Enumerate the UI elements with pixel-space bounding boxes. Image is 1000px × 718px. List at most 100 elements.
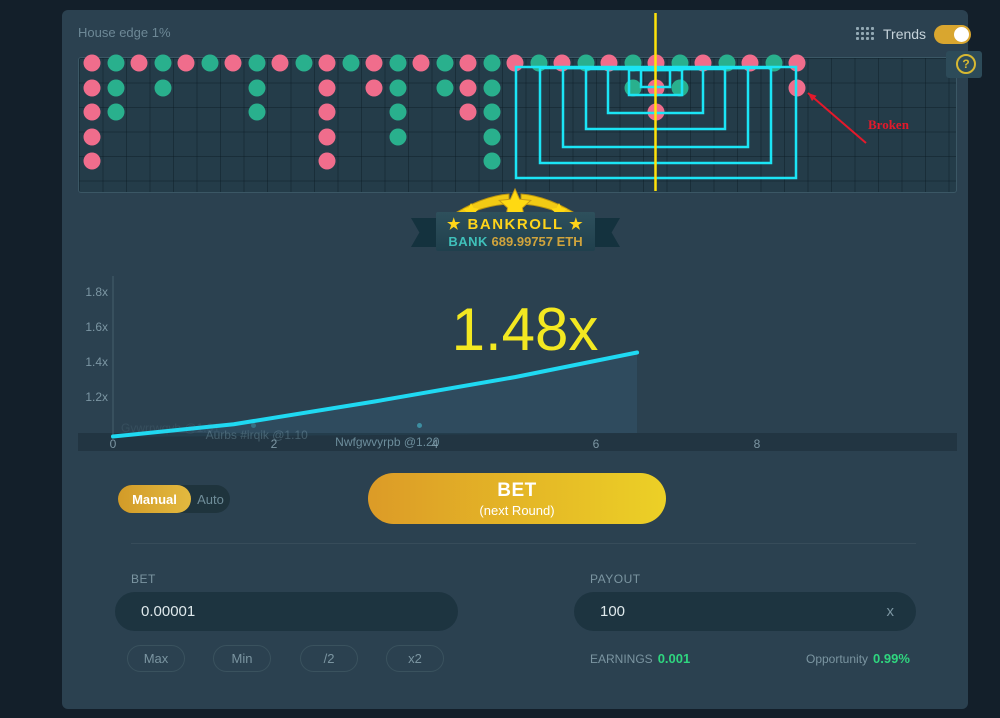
- trend-dot-pink: [83, 103, 101, 121]
- trend-dot-pink: [224, 54, 242, 72]
- trend-dot-green: [389, 128, 406, 145]
- trend-dot-green: [483, 54, 500, 72]
- payout-field-label: PAYOUT: [590, 572, 641, 586]
- trend-dot-pink: [788, 79, 806, 96]
- trend-dot-pink: [788, 54, 806, 72]
- y-tick-label: 1.2x: [85, 390, 108, 404]
- trend-dot-green: [154, 79, 171, 96]
- trend-dot-green: [154, 54, 171, 72]
- trend-dot-green: [389, 103, 406, 121]
- trend-dot-green: [107, 79, 124, 96]
- trend-dot-green: [577, 54, 594, 72]
- trend-dot-green: [436, 79, 453, 96]
- trend-dot-green: [624, 79, 641, 96]
- section-divider: [131, 543, 916, 544]
- bank-label: BANK: [448, 233, 488, 249]
- trend-dot-pink: [365, 54, 383, 72]
- x-tick-label: 8: [753, 437, 761, 451]
- bet-double-button[interactable]: x2: [386, 645, 444, 672]
- bet-max-button[interactable]: Max: [127, 645, 185, 672]
- trend-dot-pink: [83, 152, 101, 170]
- trend-dot-pink: [318, 152, 336, 170]
- y-tick-label: 1.6x: [85, 320, 108, 334]
- x-tick-label: 2: [270, 437, 278, 451]
- bet-marker-dot: [417, 423, 423, 428]
- trend-dot-pink: [318, 79, 336, 96]
- trend-dot-green: [107, 54, 124, 72]
- bet-min-button[interactable]: Min: [213, 645, 271, 672]
- toggle-knob: [954, 26, 970, 42]
- bet-marker-dot: [250, 423, 256, 428]
- trend-dot-green: [671, 54, 688, 72]
- help-icon[interactable]: ?: [956, 54, 976, 74]
- opportunity-label: Opportunity: [806, 651, 869, 666]
- trend-dot-green: [483, 103, 500, 121]
- trend-dot-green: [389, 79, 406, 96]
- crash-chart: [78, 276, 957, 451]
- trend-dot-pink: [365, 79, 383, 96]
- x-tick-label: 0: [109, 437, 117, 451]
- mode-switch: Manual Auto: [118, 485, 230, 513]
- trend-dot-green: [201, 54, 218, 72]
- y-tick-label: 1.8x: [85, 285, 108, 299]
- trends-label: Trends: [883, 26, 927, 42]
- trend-dot-green: [248, 79, 265, 96]
- mode-auto-button[interactable]: Auto: [197, 491, 224, 507]
- trend-dot-green: [483, 152, 500, 170]
- earnings-value: 0.001: [657, 651, 691, 666]
- trend-dot-pink: [318, 103, 336, 121]
- trend-dot-green: [483, 128, 500, 145]
- bet-field-label: BET: [131, 572, 156, 586]
- house-edge-label: House edge 1%: [78, 25, 171, 40]
- chart-axis-strip: [78, 433, 957, 451]
- trend-dot-pink: [83, 79, 101, 96]
- earnings-label: EARNINGS: [590, 651, 653, 666]
- trend-dot-pink: [694, 54, 712, 72]
- bank-amount: 689.99757 ETH: [491, 233, 583, 249]
- trend-dot-pink: [177, 54, 195, 72]
- bet-amount-input[interactable]: 0.00001: [115, 592, 458, 631]
- trend-dot-green: [765, 54, 782, 72]
- trend-dot-pink: [647, 54, 665, 72]
- trend-dot-pink: [83, 54, 101, 72]
- opportunity-row: Opportunity 0.99%: [806, 651, 910, 666]
- trend-dot-green: [342, 54, 359, 72]
- trends-toggle[interactable]: [934, 24, 972, 44]
- trend-dot-pink: [741, 54, 759, 72]
- x-tick-label: 6: [592, 437, 600, 451]
- trend-dot-pink: [412, 54, 430, 72]
- bankroll-amount-row: BANK 689.99757 ETH: [448, 234, 582, 249]
- trend-dot-pink: [130, 54, 148, 72]
- bet-half-button[interactable]: /2: [300, 645, 358, 672]
- trend-dot-pink: [459, 103, 477, 121]
- trend-dot-green: [389, 54, 406, 72]
- trends-grid-icon: [856, 27, 875, 41]
- trend-dot-pink: [553, 54, 571, 72]
- trend-dot-green: [483, 79, 500, 96]
- bet-amount-value: 0.00001: [141, 603, 196, 620]
- mode-manual-button[interactable]: Manual: [118, 485, 191, 513]
- payout-input[interactable]: 100 x: [574, 592, 916, 631]
- trend-dot-green: [248, 103, 265, 121]
- bet-marker-label: Nwfgwvyrpb @1.20: [335, 435, 440, 449]
- trend-dot-green: [248, 54, 265, 72]
- trend-dot-pink: [600, 54, 618, 72]
- earnings-row: EARNINGS 0.001: [590, 651, 690, 666]
- trend-dot-pink: [318, 54, 336, 72]
- bet-marker-label: Aurbs #irqik @1.10: [205, 428, 308, 442]
- trend-dot-green: [530, 54, 547, 72]
- bankroll-banner: ★ BANKROLL ★ BANK 689.99757 ETH: [436, 212, 595, 251]
- trend-dot-green: [107, 103, 124, 121]
- bankroll-title: ★ BANKROLL ★: [446, 215, 585, 233]
- trend-dot-green: [295, 54, 312, 72]
- payout-value: 100: [600, 603, 626, 620]
- trend-dot-pink: [647, 103, 665, 121]
- opportunity-value: 0.99%: [873, 651, 910, 666]
- trend-dot-pink: [506, 54, 524, 72]
- chart-area-fill: [113, 352, 638, 437]
- chart-multiplier-line: [111, 350, 640, 439]
- trend-dot-green: [436, 54, 453, 72]
- bet-marker-label: Gvwrrwqvb @1.01: [121, 421, 220, 435]
- bet-button[interactable]: BET (next Round): [368, 473, 666, 524]
